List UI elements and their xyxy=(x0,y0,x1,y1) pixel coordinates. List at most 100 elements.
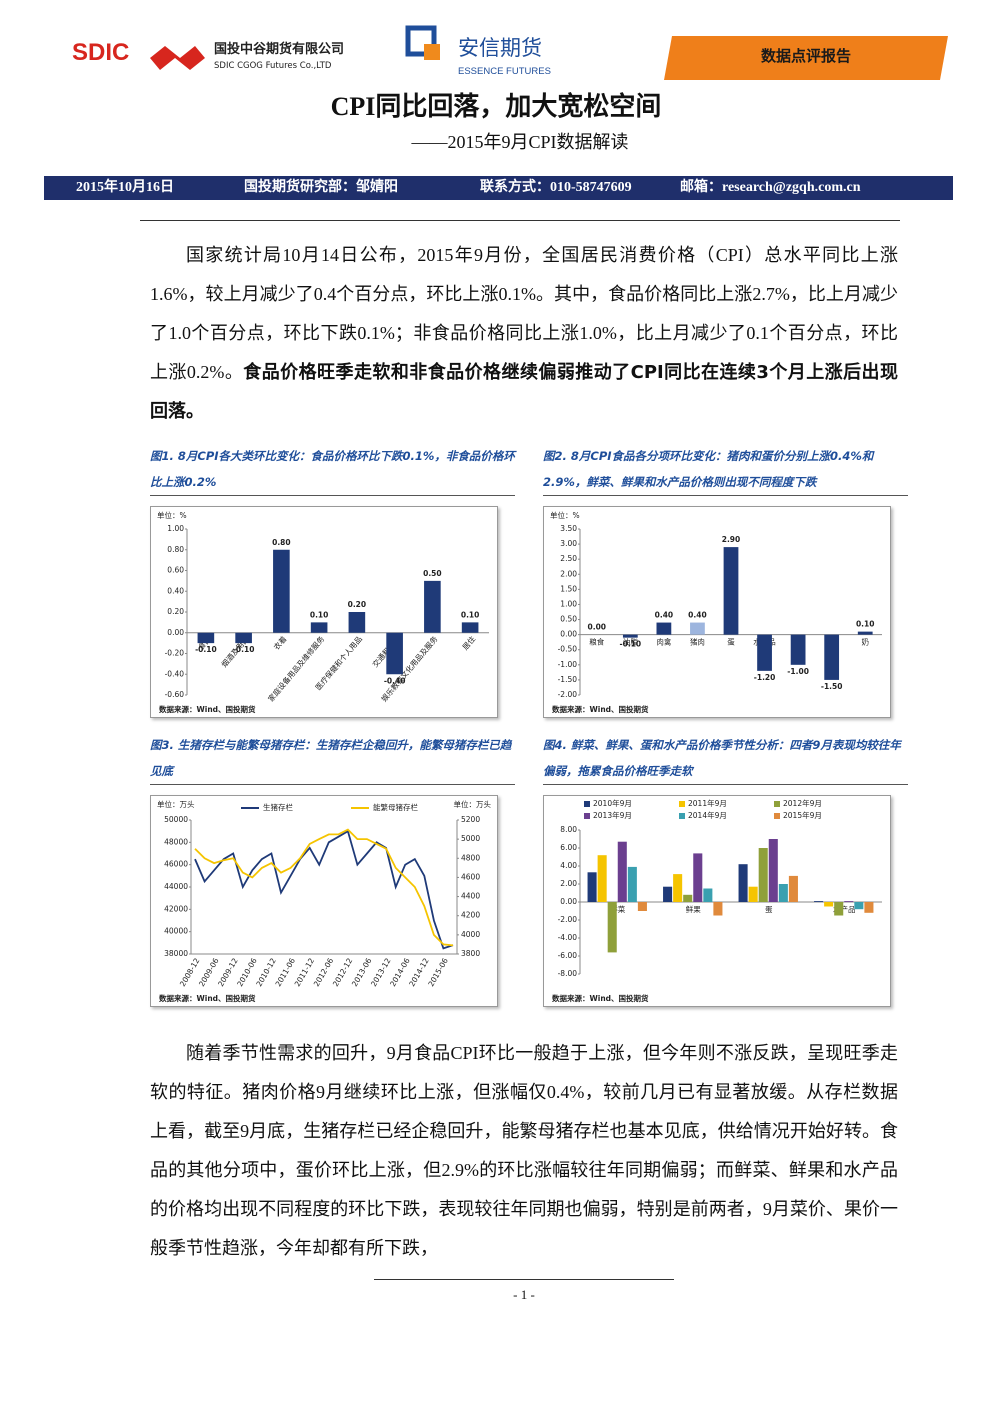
bar xyxy=(622,634,638,638)
legend-label: 2010年9月 xyxy=(593,798,632,808)
info-email: 邮箱：research@zgqh.com.cn xyxy=(680,180,861,195)
y-tick-label: 42000 xyxy=(164,904,188,913)
legend-swatch xyxy=(584,801,590,807)
y-tick-label: 48000 xyxy=(164,837,188,846)
y-tick-label: 46000 xyxy=(164,860,188,869)
bar xyxy=(788,875,798,902)
source-note: 数据来源：Wind、国投期货 xyxy=(159,993,256,1003)
line-series xyxy=(194,828,454,947)
x-tick-label: 衣着 xyxy=(271,634,288,652)
bar xyxy=(683,894,693,902)
value-label: 0.10 xyxy=(461,610,480,619)
source-note: 数据来源：Wind、国投期货 xyxy=(552,704,649,714)
bar xyxy=(864,902,874,913)
y-tick-label: 4800 xyxy=(461,853,480,862)
y-tick-label: 8.00 xyxy=(560,825,577,834)
y-tick-label: 5200 xyxy=(461,815,480,824)
bar xyxy=(713,902,723,916)
y-tick-label: 38000 xyxy=(164,949,188,958)
bar xyxy=(637,902,647,911)
info-author: 国投期货研究部：邹婧阳 xyxy=(244,180,398,195)
y-tick-label: 4200 xyxy=(461,911,480,920)
logo-icon xyxy=(150,46,205,70)
y-tick-label: 3800 xyxy=(461,949,480,958)
info-bar: 2015年10月16日 国投期货研究部：邹婧阳 联系方式：010-5874760… xyxy=(44,176,953,200)
x-tick-label: 蛋 xyxy=(727,638,735,647)
bar xyxy=(824,634,840,680)
legend-label: 2014年9月 xyxy=(688,810,727,820)
y-tick-label: 0.50 xyxy=(560,615,577,624)
bar xyxy=(844,901,854,902)
value-label: -1.00 xyxy=(787,667,809,676)
header-graphics: SDIC 国投中谷期货有限公司 SDIC CGOG Futures Co.,LT… xyxy=(72,25,948,80)
paragraph: 随着季节性需求的回升，9月食品CPI环比一般趋于上涨，但今年则不涨反跌，呈现旺季… xyxy=(150,1034,898,1268)
y-tick-label: 4400 xyxy=(461,892,480,901)
partner-cn: 安信期货 xyxy=(458,36,542,60)
x-tick-label: 肉禽 xyxy=(656,637,671,647)
value-label: -0.40 xyxy=(384,676,406,685)
legend-label: 生猪存栏 xyxy=(263,802,293,812)
bar xyxy=(824,902,834,907)
chart: 数据来源：Wind、国投期货 -8.00 -6.00 -4.00 -2.00 0.00 2.… xyxy=(552,798,882,1003)
figure-box: 单位：% 数据来源：Wind、国投期货 -0.60 -0.40 -0.20 0.00 0.2… xyxy=(150,506,498,718)
y-tick-label: -2.00 xyxy=(558,915,578,924)
y-tick-label: 0.20 xyxy=(167,607,184,616)
partner-en: ESSENCE FUTURES xyxy=(458,66,551,77)
header: SDIC 国投中谷期货有限公司 SDIC CGOG Futures Co.,LT… xyxy=(0,0,992,90)
x-tick-label: 水产品 xyxy=(833,904,856,914)
bar xyxy=(790,634,806,665)
subtitle: ——2015年9月CPI数据解读 xyxy=(411,132,629,152)
value-label: 0.20 xyxy=(348,600,367,609)
y-tick-label: 2.50 xyxy=(560,554,577,563)
unit-label: 单位：% xyxy=(157,510,187,520)
bar xyxy=(607,902,617,953)
info-date: 2015年10月16日 xyxy=(76,180,174,195)
source-note: 数据来源：Wind、国投期货 xyxy=(159,704,256,714)
bar xyxy=(693,853,703,902)
figure-box: 单位：万头 数据来源：Wind、国投期货 38000 40000 42000 44000 4… xyxy=(150,795,498,1007)
y-tick-label: -8.00 xyxy=(558,969,578,978)
legend-label: 能繁母猪存栏 xyxy=(373,802,418,812)
value-label: 0.40 xyxy=(655,611,674,620)
y-tick-label: 2.00 xyxy=(560,569,577,578)
bar xyxy=(663,886,673,902)
unit-label: 单位：万头 xyxy=(157,799,195,809)
y-tick-label: 1.00 xyxy=(560,599,577,608)
bar xyxy=(738,864,748,902)
y-tick-label: -1.00 xyxy=(558,660,578,669)
y-tick-label: 3.50 xyxy=(560,524,577,533)
bar xyxy=(757,634,772,671)
logo-text: SDIC xyxy=(72,39,129,66)
chart: 单位：% 数据来源：Wind、国投期货 -0.60 -0.40 -0.20 0.00 0.2… xyxy=(157,510,489,714)
figure-box: 数据来源：Wind、国投期货 -8.00 -6.00 -4.00 -2.00 0.00 2.… xyxy=(543,795,891,1007)
x-tick-label: 居住 xyxy=(460,634,478,652)
x-tick-label: 猪肉 xyxy=(690,637,705,647)
y-tick-label: -1.50 xyxy=(558,675,578,684)
y-tick-label: -0.40 xyxy=(165,669,185,678)
title: CPI同比回落，加大宽松空间 xyxy=(330,92,662,121)
bar xyxy=(461,622,479,633)
unit-label: 单位：万头 xyxy=(454,799,492,809)
bar xyxy=(587,872,597,902)
legend-swatch xyxy=(679,801,685,807)
paragraph-text: 随着季节性需求的回升，9月食品CPI环比一般趋于上涨，但今年则不涨反跌，呈现旺季… xyxy=(150,1043,898,1258)
paragraph-bold: 食品价格旺季走软和非食品价格继续偏弱推动了CPI同比在连续3个月上涨后出现回落。 xyxy=(150,362,899,422)
figure-caption: 图3. 生猪存栏与能繁母猪存栏：生猪存栏企稳回升，能繁母猪存栏已趋见底 xyxy=(150,732,515,785)
bar xyxy=(814,901,824,902)
bar xyxy=(273,549,290,633)
y-tick-label: 0.00 xyxy=(167,628,184,637)
x-tick-label: 油脂 xyxy=(623,637,638,647)
value-label: 0.00 xyxy=(588,623,607,632)
y-tick-label: -0.60 xyxy=(165,690,185,699)
bar xyxy=(597,855,607,902)
info-contact: 联系方式：010-58747609 xyxy=(480,180,632,195)
page-number: - 1 - xyxy=(513,1287,535,1302)
y-tick-label: 4600 xyxy=(461,872,480,881)
bar xyxy=(348,612,366,633)
value-label: -0.10 xyxy=(233,645,255,654)
bar xyxy=(386,632,403,675)
report-type: 数据点评报告 xyxy=(761,47,851,65)
legend-swatch xyxy=(584,813,590,819)
bar xyxy=(656,622,672,635)
